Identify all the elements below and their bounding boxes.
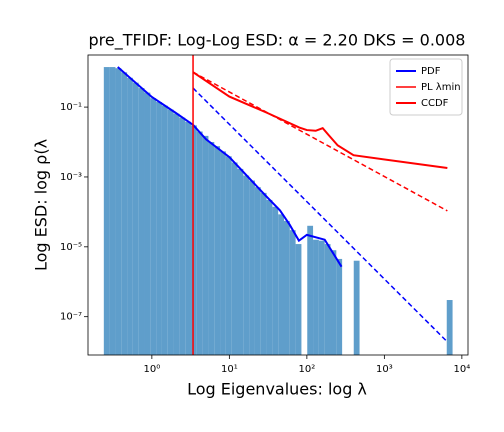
y-tick-label: 10⁻⁵ [60, 242, 82, 253]
histogram-bar [283, 220, 290, 355]
histogram-bar [190, 125, 197, 355]
histogram-bar [196, 131, 203, 355]
legend-label: PDF [421, 66, 441, 77]
histogram-bar [336, 258, 343, 355]
histogram-bar [214, 146, 221, 355]
y-tick-label: 10⁻¹ [60, 102, 82, 113]
legend-label: PL λmin [421, 82, 461, 93]
plot-frame [87, 54, 469, 356]
x-tick-label: 10³ [376, 364, 393, 375]
histogram-bar [289, 230, 296, 355]
histogram-bar [295, 244, 302, 355]
x-axis-label: Log Eigenvalues: log λ [187, 380, 367, 399]
histogram-bar [167, 109, 174, 355]
legend-box [389, 58, 463, 116]
x-tick-label: 10⁰ [143, 364, 160, 375]
histogram-bar [161, 105, 168, 355]
histogram-bar [156, 101, 162, 355]
histogram-bar [109, 67, 116, 355]
plot-area [103, 55, 453, 355]
histogram-bar [150, 98, 157, 355]
series-line [117, 66, 343, 268]
legend-label: CCDF [421, 98, 449, 109]
histogram-bar [225, 156, 232, 355]
fit-line [192, 87, 448, 343]
histogram-bar [185, 121, 191, 355]
histogram-bar [208, 142, 215, 355]
histogram-bar [138, 88, 145, 355]
histogram-bar [144, 92, 151, 355]
histogram-bar [202, 135, 209, 355]
x-tick-label: 10¹ [221, 364, 238, 375]
histogram-bar [318, 240, 325, 355]
histogram-bar [272, 206, 279, 355]
histogram-bar [278, 214, 284, 355]
histogram-bar [173, 113, 180, 355]
y-tick-label: 10⁻³ [60, 172, 82, 183]
histogram-bar [132, 82, 139, 355]
histogram-bar [237, 168, 244, 355]
histogram-bar [324, 244, 331, 355]
histogram-bar [115, 68, 122, 355]
histogram-bar [307, 225, 314, 355]
histogram-bar [220, 151, 226, 355]
histogram-bar [266, 199, 273, 355]
chart-title: pre_TFIDF: Log-Log ESD: α = 2.20 DKS = 0… [89, 31, 466, 51]
histogram-bar [353, 260, 360, 355]
histogram-bar [446, 300, 453, 355]
histogram-bar [330, 250, 337, 355]
x-tick-label: 10² [298, 364, 315, 375]
histogram-bar [231, 162, 238, 355]
y-axis-label: Log ESD: log ρ(λ [32, 139, 51, 271]
y-tick-label: 10⁻⁷ [60, 312, 82, 323]
histogram-bar [121, 72, 128, 355]
fit-line [192, 71, 448, 212]
histogram-bar [260, 192, 267, 355]
histogram-bar [127, 77, 133, 355]
histogram-bar [103, 67, 110, 355]
histogram-bar [313, 239, 319, 355]
histogram-bar [249, 180, 255, 355]
histogram-bar [254, 187, 261, 355]
histogram-bar [179, 117, 186, 355]
histogram-bar [243, 175, 250, 355]
series-line [192, 71, 448, 170]
x-tick-label: 10⁴ [453, 364, 470, 375]
